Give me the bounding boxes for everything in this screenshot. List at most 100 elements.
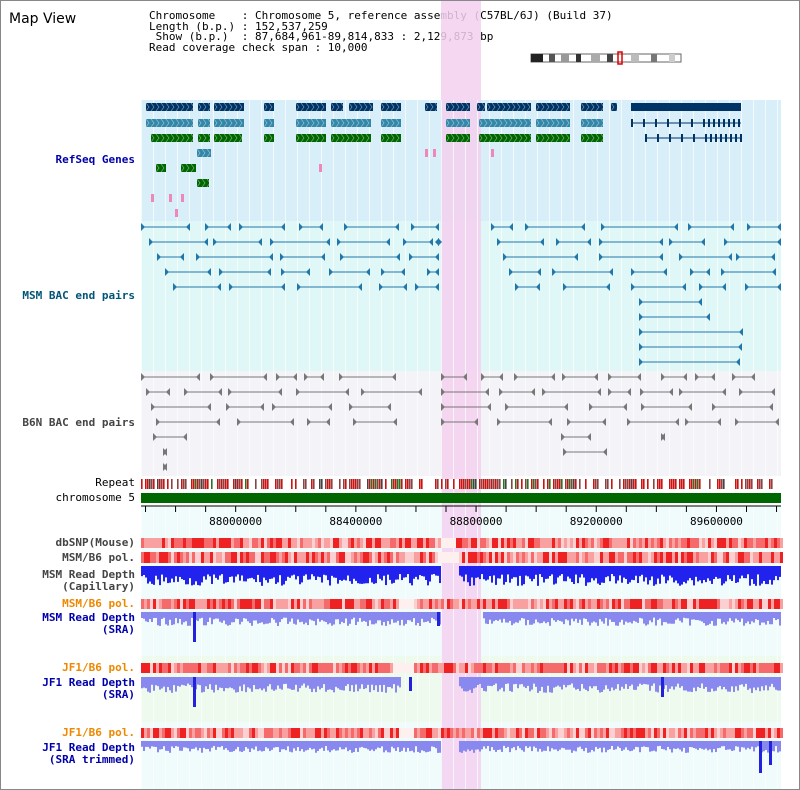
depth-bar	[253, 741, 255, 750]
depth-bar	[609, 677, 611, 692]
depth-bar	[627, 612, 629, 623]
track-label-msm-depth-cap[interactable]: MSM Read Depth (Capillary)	[42, 568, 135, 593]
polymorphism-cell	[390, 663, 393, 673]
polymorphism-cell	[189, 599, 192, 609]
polymorphism-cell	[450, 663, 453, 673]
polymorphism-cell	[768, 663, 771, 673]
depth-bar	[265, 566, 267, 581]
depth-bar	[179, 612, 181, 619]
depth-bar	[751, 677, 753, 693]
axis-tick-label: 89200000	[570, 515, 623, 528]
track-label-msm-depth-sra[interactable]: MSM Read Depth (SRA)	[42, 611, 135, 636]
depth-bar	[577, 566, 579, 584]
polymorphism-cell	[696, 599, 699, 609]
polymorphism-cell	[456, 728, 459, 738]
gene-arrow	[315, 102, 320, 112]
polymorphism-cell	[255, 552, 258, 563]
ideogram-band	[669, 54, 675, 62]
gene-arrow	[233, 133, 238, 143]
track-label-chromosome[interactable]: chromosome 5	[55, 491, 135, 504]
track-label-msm-bac[interactable]: MSM BAC end pairs	[22, 289, 135, 302]
depth-bar	[695, 566, 697, 577]
bac-end-marker	[608, 373, 612, 381]
track-label-jf1-b6-pol-1[interactable]: JF1/B6 pol.	[62, 661, 135, 674]
track-label-refseq[interactable]: RefSeq Genes	[55, 153, 135, 166]
polymorphism-cell	[483, 728, 486, 738]
depth-bar	[269, 677, 271, 685]
depth-bar	[327, 741, 329, 751]
gene-exon	[718, 119, 720, 127]
depth-bar	[485, 741, 487, 749]
depth-bar	[387, 677, 389, 687]
depth-bar	[175, 566, 177, 577]
depth-bar	[479, 741, 481, 752]
depth-bar	[427, 612, 429, 622]
depth-bar	[249, 741, 251, 753]
bac-end-marker	[349, 403, 353, 411]
track-label-repeat[interactable]: Repeat	[95, 476, 135, 489]
track-label-msm-b6-pol-1[interactable]: MSM/B6 pol.	[62, 551, 135, 564]
polymorphism-cell	[471, 552, 474, 563]
repeat-element	[339, 479, 341, 489]
polymorphism-cell	[432, 552, 435, 563]
polymorphism-cell	[501, 728, 504, 738]
depth-bar	[185, 741, 187, 748]
gene-block	[264, 119, 274, 127]
polymorphism-cell	[378, 538, 381, 548]
polymorphism-cell	[597, 599, 600, 609]
gene-arrow	[460, 102, 465, 112]
repeat-element	[401, 479, 403, 489]
polymorphism-cell	[324, 663, 327, 673]
polymorphism-cell	[441, 663, 444, 673]
polymorphism-cell	[729, 663, 732, 673]
polymorphism-cell	[543, 728, 546, 738]
depth-bar	[279, 741, 281, 753]
bac-end-marker	[186, 223, 190, 231]
bac-end-marker	[165, 268, 169, 276]
polymorphism-cell	[411, 599, 414, 609]
polymorphism-cell	[195, 599, 198, 609]
depth-bar	[247, 741, 249, 749]
gene-arrow	[360, 133, 365, 143]
bac-end-marker	[599, 238, 603, 246]
polymorphism-cell	[207, 728, 210, 738]
repeat-element	[373, 479, 375, 489]
depth-bar	[579, 677, 581, 692]
depth-bar	[337, 566, 339, 584]
depth-bar	[367, 566, 369, 584]
polymorphism-cell	[567, 728, 570, 738]
polymorphism-cell	[582, 663, 585, 673]
polymorphism-cell	[285, 728, 288, 738]
polymorphism-cell	[360, 552, 363, 563]
depth-bar	[187, 612, 189, 626]
depth-bar	[425, 741, 427, 753]
track-label-dbsnp[interactable]: dbSNP(Mouse)	[55, 536, 135, 549]
msm-depth-sra	[141, 612, 781, 642]
gene-exon	[679, 119, 681, 127]
bac-end-marker	[688, 223, 692, 231]
track-label-msm-b6-pol-2[interactable]: MSM/B6 pol.	[62, 597, 135, 610]
polymorphism-cell	[396, 552, 399, 563]
polymorphism-cell	[570, 663, 573, 673]
depth-bar	[177, 566, 179, 582]
depth-bar	[321, 677, 323, 688]
polymorphism-cell	[408, 663, 411, 673]
track-label-jf1-b6-pol-2[interactable]: JF1/B6 pol.	[62, 726, 135, 739]
depth-bar	[159, 741, 161, 750]
track-label-jf1-depth-trim[interactable]: JF1 Read Depth (SRA trimmed)	[42, 741, 135, 766]
depth-bar	[219, 566, 221, 576]
depth-bar	[653, 612, 655, 618]
depth-bar	[495, 741, 497, 752]
depth-bar	[545, 612, 547, 624]
bac-end-marker	[567, 418, 571, 426]
track-label-b6n-bac[interactable]: B6N BAC end pairs	[22, 416, 135, 429]
depth-bar	[479, 566, 481, 580]
polymorphism-cell	[651, 728, 654, 738]
depth-bar	[605, 741, 607, 753]
polymorphism-cell	[483, 538, 486, 548]
polymorphism-cell	[201, 728, 204, 738]
depth-bar	[411, 741, 413, 751]
polymorphism-cell	[288, 663, 291, 673]
track-label-jf1-depth-sra[interactable]: JF1 Read Depth (SRA)	[42, 676, 135, 701]
